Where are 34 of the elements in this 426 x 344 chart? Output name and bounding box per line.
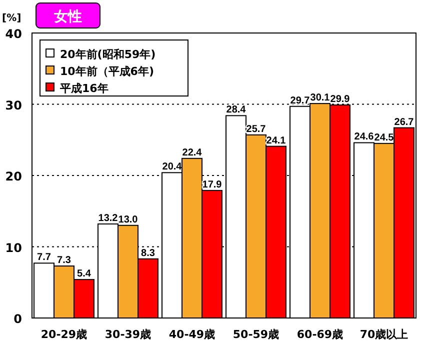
x-tick-label: 30-39歳 <box>104 328 152 341</box>
y-tick-label: 20 <box>5 170 22 184</box>
x-tick-label: 20-29歳 <box>40 328 88 341</box>
data-label: 5.4 <box>77 268 92 280</box>
data-label: 13.0 <box>118 214 138 226</box>
data-label: 20.4 <box>162 162 182 173</box>
y-tick-label: 40 <box>5 27 22 41</box>
y-tick-label: 30 <box>5 98 22 112</box>
data-label: 29.7 <box>290 95 310 106</box>
data-label: 22.4 <box>182 147 202 158</box>
data-label: 26.7 <box>394 116 414 128</box>
data-label: 7.7 <box>37 252 52 264</box>
data-label: 25.7 <box>246 124 266 135</box>
legend-label: 10年前（平成6年) <box>60 65 154 78</box>
data-label: 29.9 <box>330 94 350 105</box>
data-label: 7.3 <box>57 254 72 266</box>
legend-label: 20年前(昭和59年) <box>60 48 156 61</box>
y-axis-title: [%] <box>2 13 22 24</box>
x-tick-label: 40-49歳 <box>168 328 216 341</box>
chart-title: 女性 <box>53 9 82 25</box>
x-tick-label: 70歳以上 <box>360 328 408 341</box>
y-tick-label: 10 <box>5 240 22 255</box>
data-label: 13.2 <box>98 212 118 224</box>
data-label: 24.5 <box>374 132 394 144</box>
data-label: 17.9 <box>202 179 222 190</box>
data-label: 24.1 <box>266 135 286 146</box>
data-label: 24.6 <box>354 132 374 143</box>
legend-label: 平成16年 <box>59 82 108 95</box>
data-label: 8.3 <box>141 248 156 259</box>
y-tick-label: 0 <box>14 312 22 326</box>
data-label: 28.4 <box>226 104 246 116</box>
x-tick-label: 50-59歳 <box>232 328 280 341</box>
x-tick-label: 60-69歳 <box>296 328 344 341</box>
data-label: 30.1 <box>310 92 330 104</box>
